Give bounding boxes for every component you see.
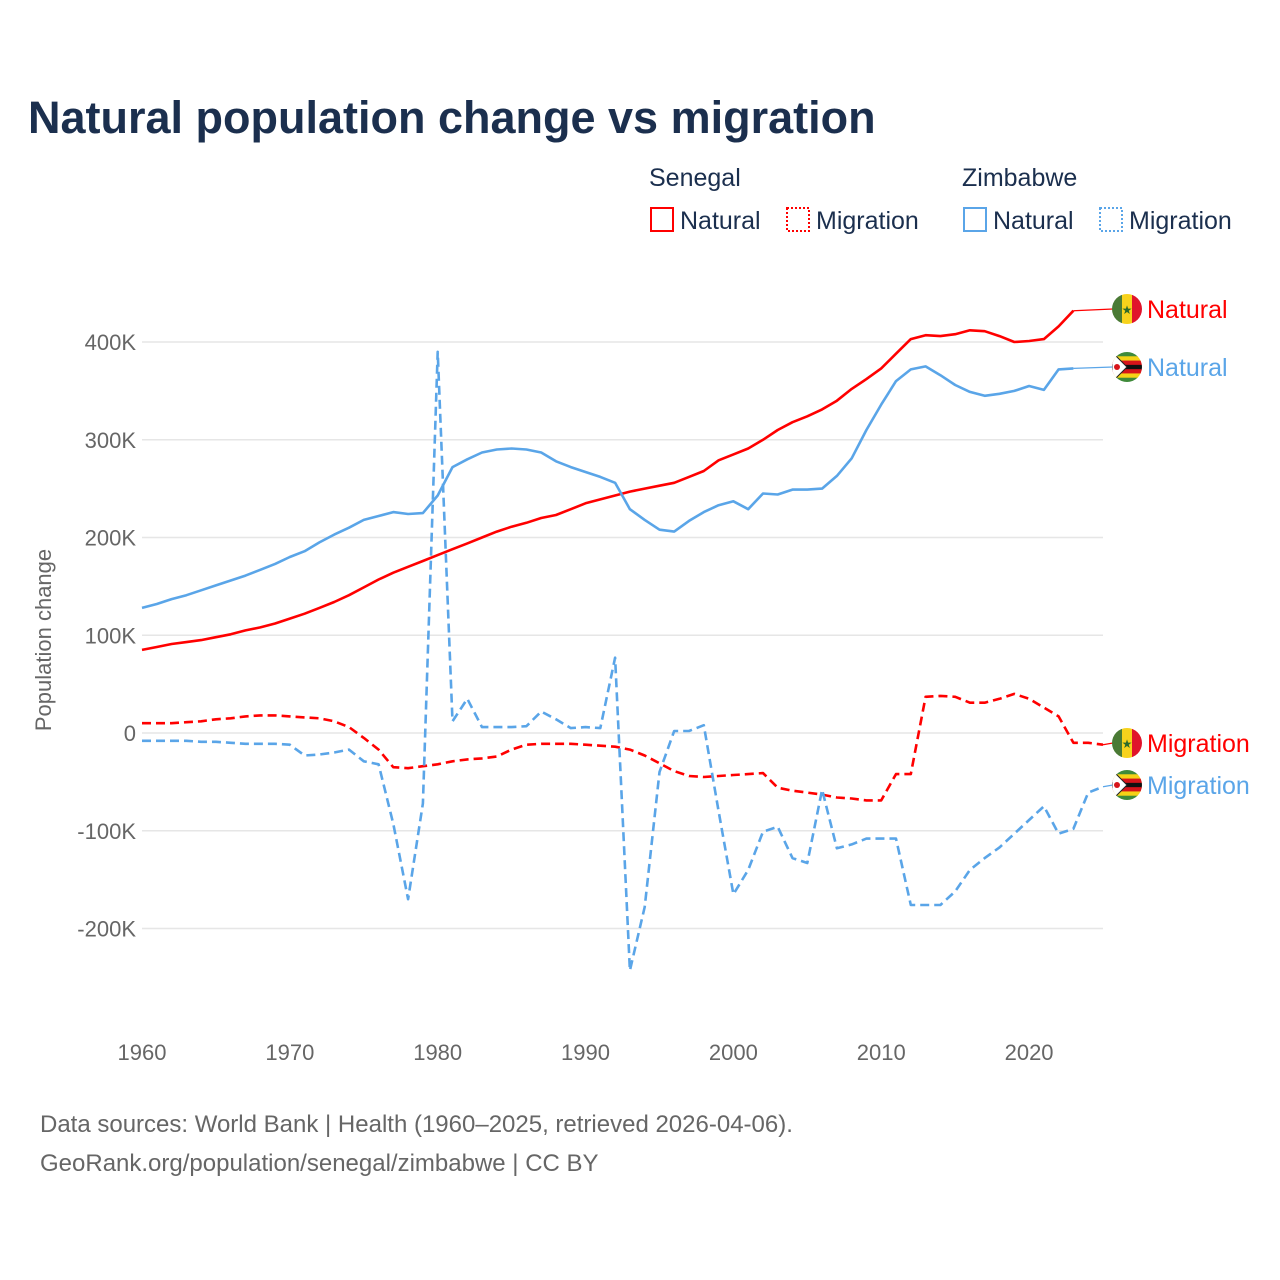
x-tick-label: 2020 [1005, 1040, 1054, 1065]
zimbabwe-flag-icon [1112, 770, 1142, 800]
y-tick-label: 400K [85, 330, 137, 355]
legend-label-senegal-migration[interactable]: Migration [816, 207, 919, 235]
end-label-senegal-natural: Natural [1147, 296, 1228, 324]
x-tick-label: 1980 [413, 1040, 462, 1065]
senegal-flag-icon: ★ [1112, 294, 1142, 324]
legend-group-senegal: Senegal [649, 164, 741, 192]
legend-label-zimbabwe-natural[interactable]: Natural [993, 207, 1074, 235]
y-axis-label: Population change [31, 549, 56, 731]
x-tick-label: 1970 [265, 1040, 314, 1065]
legend-group-zimbabwe: Zimbabwe [962, 164, 1077, 192]
gridlines [142, 341, 1103, 930]
line-senegal-natural [141, 309, 1075, 652]
connector-senegal-migration [1102, 742, 1114, 746]
y-tick-label: 100K [85, 623, 137, 648]
x-tick-label: 2000 [709, 1040, 758, 1065]
y-tick-label: -100K [77, 819, 136, 844]
y-tick-label: -200K [77, 917, 136, 942]
senegal-flag-icon: ★ [1112, 728, 1142, 758]
end-label-senegal-migration: Migration [1147, 730, 1250, 758]
connector-zimbabwe-natural [1073, 366, 1114, 369]
legend-swatch-senegal-natural [650, 207, 674, 232]
x-tick-label: 1990 [561, 1040, 610, 1065]
footer-url[interactable]: GeoRank.org/population/senegal/zimbabwe … [40, 1150, 599, 1177]
line-zimbabwe-migration [142, 350, 1104, 972]
end-labels: ★ Natural ★ Migration Natural Migration [1073, 294, 1250, 800]
legend-swatch-zimbabwe-migration [1099, 207, 1123, 232]
line-senegal-migration [142, 692, 1104, 802]
series-lines [141, 309, 1104, 972]
svg-text:★: ★ [1122, 303, 1133, 317]
y-tick-label: 200K [85, 526, 137, 551]
x-tick-label: 2010 [857, 1040, 906, 1065]
legend-swatch-senegal-migration [786, 207, 810, 232]
connector-senegal-natural [1073, 308, 1114, 312]
legend-label-senegal-natural[interactable]: Natural [680, 207, 761, 235]
legend-swatch-zimbabwe-natural [963, 207, 987, 232]
legend: Senegal Natural Migration Zimbabwe Natur… [649, 164, 1232, 235]
y-axis-ticks: -200K -100K 0 100K 200K 300K 400K [77, 330, 136, 942]
line-zimbabwe-natural [141, 365, 1074, 610]
chart-title: Natural population change vs migration [28, 92, 876, 143]
y-tick-label: 0 [124, 721, 136, 746]
x-tick-label: 1960 [118, 1040, 167, 1065]
y-tick-label: 300K [85, 428, 137, 453]
svg-text:★: ★ [1122, 737, 1133, 751]
end-label-zimbabwe-natural: Natural [1147, 354, 1228, 382]
zimbabwe-flag-icon [1112, 352, 1142, 382]
x-axis-ticks: 1960 1970 1980 1990 2000 2010 2020 [118, 1040, 1054, 1065]
footer-source: Data sources: World Bank | Health (1960–… [40, 1111, 793, 1138]
legend-label-zimbabwe-migration[interactable]: Migration [1129, 207, 1232, 235]
connector-zimbabwe-migration [1102, 784, 1114, 788]
end-label-zimbabwe-migration: Migration [1147, 772, 1250, 800]
